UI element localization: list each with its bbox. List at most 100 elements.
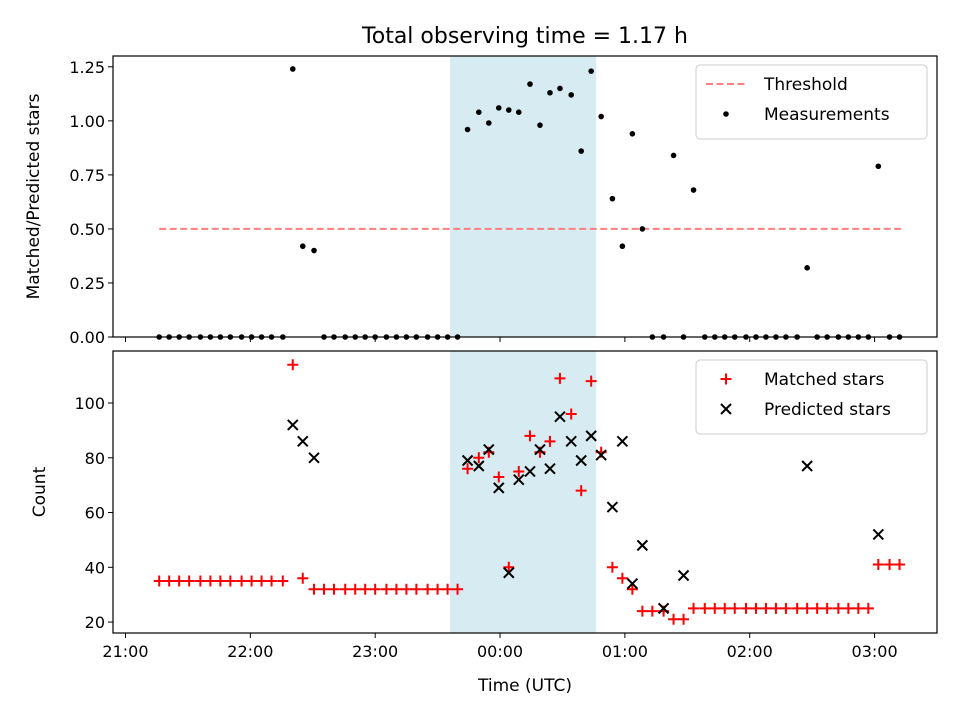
ratio-legend: Threshold Measurements	[695, 64, 928, 140]
chart-title: Total observing time = 1.17 h	[361, 24, 688, 49]
matched-star-point	[884, 559, 896, 571]
predicted-star-point	[585, 430, 597, 442]
predicted-star-point	[297, 435, 309, 448]
matched-star-point	[709, 602, 721, 614]
measurement-point	[289, 66, 296, 72]
measurement-point	[557, 85, 563, 92]
matched-star-point	[410, 583, 422, 595]
predicted-star-point	[636, 539, 649, 552]
matched-star-point	[852, 602, 864, 614]
matched-star-point	[462, 463, 474, 475]
matched-star-point	[256, 575, 268, 587]
measurement-point	[537, 122, 543, 128]
predicted-star-point	[483, 443, 495, 456]
count-highlight-span	[450, 351, 597, 633]
predicted-star-point	[461, 454, 474, 467]
x-tick-label: 23:00	[352, 642, 398, 661]
matched-star-point	[328, 583, 340, 595]
measurement-point	[299, 243, 306, 250]
predicted-star-point	[657, 602, 670, 615]
legend-label: Measurements	[764, 105, 890, 125]
x-tick-label: 22:00	[227, 642, 273, 661]
measurement-point	[495, 105, 502, 111]
matched-star-point	[513, 465, 525, 477]
count-y-tick-label: 60	[85, 504, 105, 523]
matched-star-point	[719, 602, 731, 614]
matched-star-point	[318, 583, 330, 595]
count-y-tick-label: 20	[85, 613, 105, 632]
legend-label: Threshold	[763, 75, 848, 95]
measurement-point	[609, 195, 616, 202]
legend-label: Matched stars	[764, 370, 884, 390]
count-legend: Matched stars Predicted stars	[695, 359, 928, 435]
matched-star-point	[153, 575, 165, 587]
measurement-point	[476, 109, 482, 115]
legend-predicted-swatch	[720, 403, 732, 415]
measurement-point	[485, 120, 492, 126]
matched-star-point	[729, 602, 741, 614]
matched-star-point	[646, 605, 658, 617]
x-tick-label: 21:00	[102, 642, 148, 661]
count-y-tick-label: 80	[85, 449, 105, 468]
measurement-point	[464, 126, 471, 133]
ratio-panel: 0.00 0.25 0.50 0.75 1.00 1.25 Matched/Predicte…	[24, 55, 938, 347]
matched-star-point	[821, 602, 833, 614]
ratio-y-tick-label: 0.25	[69, 274, 105, 293]
matched-star-point	[699, 602, 711, 614]
x-tick-label: 03:00	[852, 642, 898, 661]
matched-star-point	[308, 583, 320, 595]
measurement-point	[619, 243, 626, 250]
matched-star-point	[616, 572, 628, 584]
matched-star-point	[780, 602, 792, 614]
matched-star-point	[801, 602, 813, 614]
measurement-point	[547, 89, 553, 96]
predicted-star-point	[872, 528, 885, 541]
predicted-star-point	[595, 449, 607, 461]
matched-star-point	[214, 575, 226, 587]
matched-star-point	[297, 572, 309, 584]
ratio-y-tick-label: 1.00	[69, 112, 105, 131]
matched-star-point	[339, 583, 351, 595]
matched-star-point	[432, 583, 444, 595]
predicted-star-point	[308, 452, 320, 464]
predicted-star-point	[677, 569, 690, 582]
matched-star-point	[740, 602, 752, 614]
predicted-star-point	[473, 460, 485, 472]
matched-star-point	[277, 575, 289, 587]
ratio-y-tick-label: 0.75	[69, 166, 105, 185]
matched-star-point	[760, 602, 772, 614]
matched-star-point	[668, 613, 680, 625]
measurement-point	[804, 265, 810, 271]
matched-star-point	[791, 602, 803, 614]
matched-star-point	[359, 583, 371, 595]
matched-star-point	[442, 583, 454, 595]
counts-panel: 20 40 60 80 100 21:00 22:00 23:00 00:00 01:00 02:0…	[30, 350, 938, 661]
matched-star-point	[400, 583, 412, 595]
matched-star-point	[626, 583, 638, 595]
x-tick-label: 01:00	[602, 642, 648, 661]
count-axes-frame	[112, 350, 938, 634]
measurement-point	[527, 81, 533, 87]
predicted-star-point	[513, 473, 525, 486]
matched-star-point	[473, 452, 485, 464]
matched-star-point	[575, 485, 587, 497]
matched-star-point	[266, 575, 278, 587]
matched-star-point	[163, 575, 175, 587]
x-tick-label: 00:00	[477, 642, 523, 661]
ratio-axes-frame	[112, 55, 938, 338]
x-axis-label: Time (UTC)	[477, 676, 572, 696]
count-y-tick-label: 40	[85, 558, 105, 577]
predicted-star-point	[534, 443, 546, 456]
matched-star-point	[750, 602, 762, 614]
matched-star-point	[811, 602, 823, 614]
ratio-y-axis-label: Matched/Predicted stars	[24, 93, 44, 299]
predicted-star-point	[287, 419, 299, 431]
ratio-y-tick-label: 0.50	[69, 220, 105, 239]
measurement-point	[505, 107, 512, 113]
legend-measurement-swatch	[723, 111, 729, 117]
matched-star-point	[194, 575, 206, 587]
matched-star-point	[173, 575, 185, 587]
legend-label: Predicted stars	[764, 400, 891, 420]
matched-star-point	[287, 359, 299, 371]
legend-matched-swatch	[720, 373, 732, 385]
